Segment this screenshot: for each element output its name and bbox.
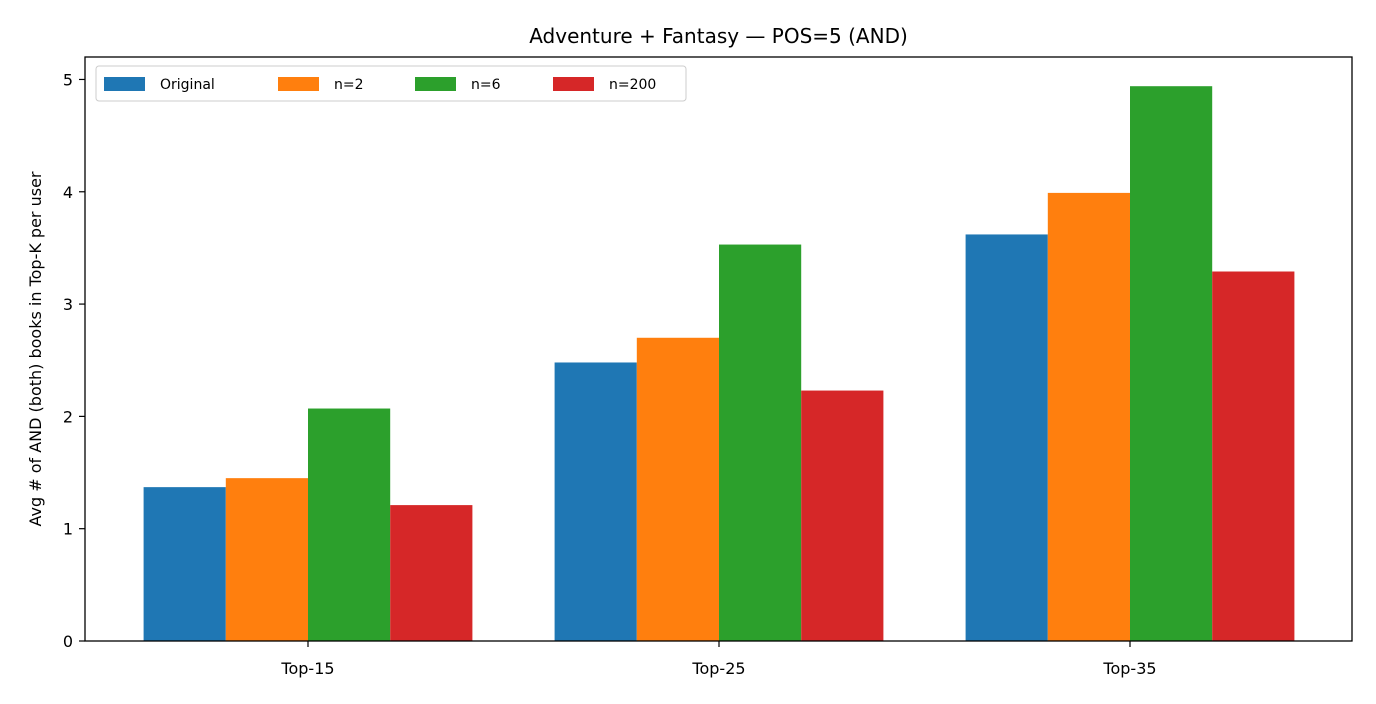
y-tick-label: 0 (63, 632, 73, 651)
legend-label: n=200 (609, 77, 656, 93)
legend-swatch-n2 (278, 77, 319, 91)
legend-swatch-Original (104, 77, 145, 91)
axes-group: Top-15 Top-25 Top-35 0 1 2 3 4 5 (63, 56, 1353, 678)
bar-Original-Top-35 (965, 234, 1048, 641)
bar-n200-Top-25 (801, 390, 884, 641)
y-tick-label: 3 (63, 295, 73, 314)
bar-n2-Top-25 (636, 337, 719, 641)
bars-group (143, 86, 1295, 642)
bar-n200-Top-35 (1212, 271, 1295, 641)
chart-title: Adventure + Fantasy — POS=5 (AND) (529, 24, 908, 48)
y-tick-label: 5 (63, 70, 73, 89)
legend-swatch-n200 (553, 77, 594, 91)
bar-n6-Top-35 (1130, 86, 1213, 641)
legend-frame (95, 65, 687, 102)
x-tick-label: Top-35 (1102, 659, 1156, 678)
x-tick-label: Top-15 (280, 659, 334, 678)
bar-n200-Top-15 (390, 505, 473, 641)
bar-Original-Top-25 (554, 362, 637, 641)
y-tick-label: 1 (63, 520, 73, 539)
legend-label: n=2 (334, 77, 364, 93)
bar-n2-Top-35 (1047, 192, 1130, 641)
x-tick-label: Top-25 (691, 659, 745, 678)
y-tick-label: 4 (63, 183, 73, 202)
y-tick-label: 2 (63, 407, 73, 426)
legend: Original n=2 n=6 n=200 (95, 65, 687, 102)
bar-n6-Top-15 (308, 408, 391, 641)
bar-Original-Top-15 (143, 487, 226, 641)
bar-n6-Top-25 (719, 244, 802, 642)
legend-swatch-n6 (415, 77, 456, 91)
legend-label: Original (160, 77, 215, 93)
bar-n2-Top-15 (225, 478, 308, 641)
legend-label: n=6 (471, 77, 501, 93)
y-axis-label: Avg # of AND (both) books in Top-K per u… (26, 171, 45, 526)
